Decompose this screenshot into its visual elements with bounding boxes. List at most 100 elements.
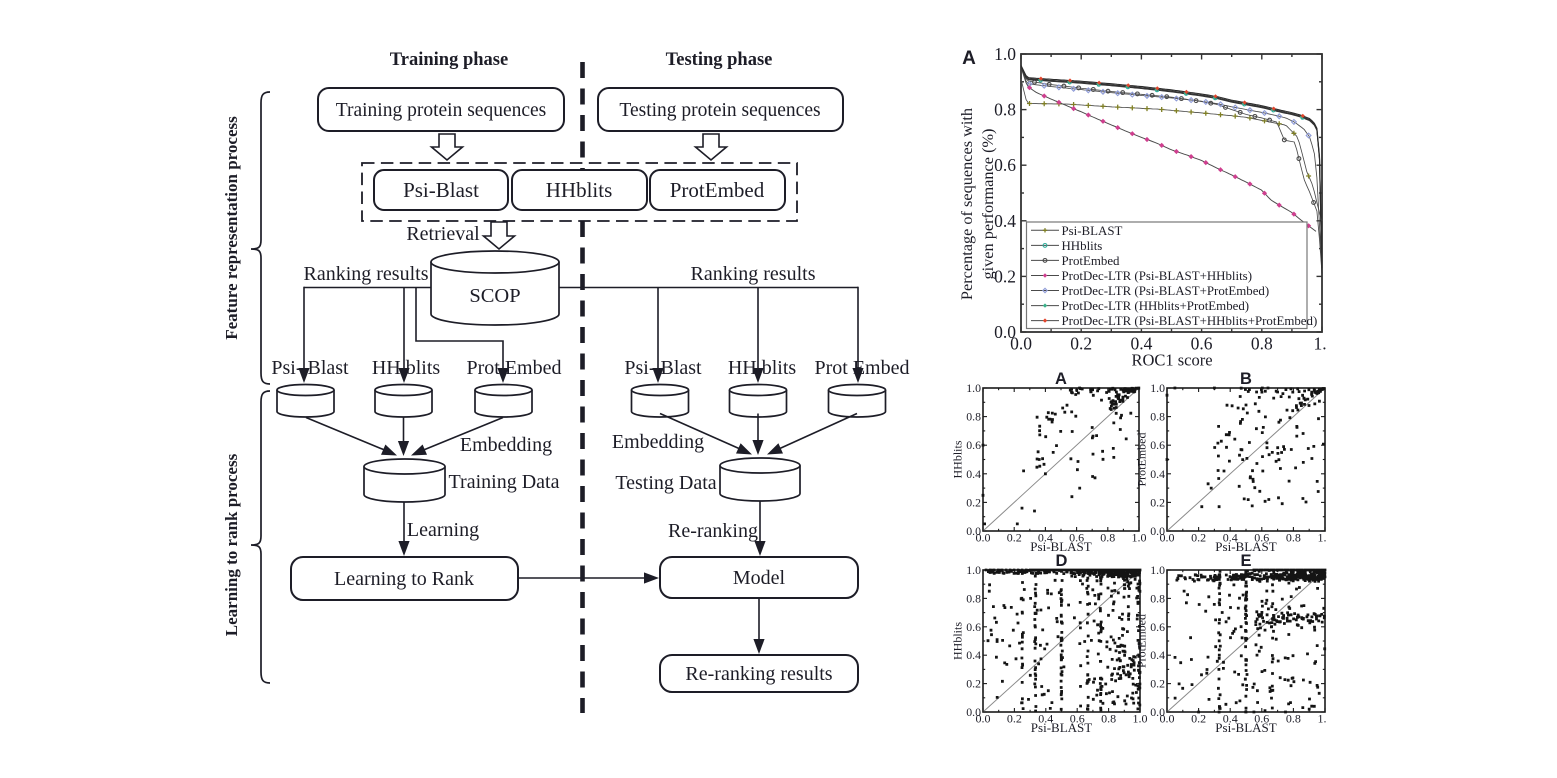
svg-text:0.2: 0.2 <box>1191 712 1206 726</box>
svg-text:1.: 1. <box>1318 712 1327 726</box>
svg-text:0.6: 0.6 <box>1254 531 1269 545</box>
svg-text:Psi-BLAST: Psi-BLAST <box>1215 720 1276 735</box>
svg-text:0.2: 0.2 <box>1191 531 1206 545</box>
svg-text:0.4: 0.4 <box>966 648 981 662</box>
svg-text:given performance (%): given performance (%) <box>978 129 997 280</box>
svg-text:0.4: 0.4 <box>1223 712 1238 726</box>
svg-text:0.2: 0.2 <box>1007 712 1022 726</box>
svg-text:1.0: 1.0 <box>1133 712 1148 726</box>
svg-text:0.0: 0.0 <box>1150 705 1165 719</box>
svg-text:0.0: 0.0 <box>1160 712 1175 726</box>
svg-text:Percentage of sequences with: Percentage of sequences with <box>957 108 976 300</box>
svg-text:0.6: 0.6 <box>1191 334 1213 354</box>
svg-text:0.0: 0.0 <box>976 712 991 726</box>
svg-text:HHblits: HHblits <box>951 440 965 478</box>
svg-text:Model: Model <box>733 567 786 589</box>
svg-text:0.4: 0.4 <box>1038 531 1053 545</box>
svg-text:Psi-BLAST: Psi-BLAST <box>1030 539 1091 554</box>
svg-text:Ranking results: Ranking results <box>691 263 816 285</box>
svg-text:Testing phase: Testing phase <box>666 50 773 70</box>
svg-text:0.8: 0.8 <box>966 410 981 424</box>
svg-text:0.8: 0.8 <box>1150 410 1165 424</box>
svg-text:Testing Data: Testing Data <box>615 472 716 494</box>
svg-text:0.4: 0.4 <box>1223 531 1238 545</box>
svg-text:0.2: 0.2 <box>994 266 1016 286</box>
svg-text:0.6: 0.6 <box>1070 712 1085 726</box>
svg-text:Ranking results: Ranking results <box>304 263 429 285</box>
svg-text:Psi- Blast: Psi- Blast <box>271 357 349 379</box>
svg-text:Psi-Blast: Psi-Blast <box>403 178 479 202</box>
svg-text:Re-ranking results: Re-ranking results <box>685 663 832 685</box>
svg-text:Psi- Blast: Psi- Blast <box>624 357 702 379</box>
svg-text:E: E <box>1240 552 1251 570</box>
svg-text:1.0: 1.0 <box>1132 531 1147 545</box>
svg-text:Re-ranking: Re-ranking <box>668 520 758 542</box>
svg-text:0.6: 0.6 <box>1069 531 1084 545</box>
svg-text:1.0: 1.0 <box>966 381 981 395</box>
svg-text:0.2: 0.2 <box>1007 531 1022 545</box>
svg-text:Retrieval: Retrieval <box>406 223 480 245</box>
svg-text:1.0: 1.0 <box>1150 381 1165 395</box>
svg-text:0.6: 0.6 <box>1150 620 1165 634</box>
svg-text:Training Data: Training Data <box>449 471 560 493</box>
svg-text:A: A <box>962 48 976 69</box>
svg-text:Testing protein sequences: Testing protein sequences <box>619 100 820 121</box>
svg-text:A: A <box>1055 370 1067 388</box>
svg-text:0.0: 0.0 <box>966 705 981 719</box>
svg-text:0.8: 0.8 <box>1286 531 1301 545</box>
svg-text:SCOP: SCOP <box>469 285 520 307</box>
svg-text:Training protein sequences: Training protein sequences <box>336 100 547 121</box>
svg-text:Learning to Rank: Learning to Rank <box>334 568 474 590</box>
svg-text:0.0: 0.0 <box>1150 524 1165 538</box>
svg-text:Embedding: Embedding <box>612 431 704 453</box>
svg-text:Feature representation process: Feature representation process <box>222 116 241 340</box>
svg-text:Psi-BLAST: Psi-BLAST <box>1031 720 1092 735</box>
svg-text:Training phase: Training phase <box>390 50 508 70</box>
svg-text:B: B <box>1240 370 1252 388</box>
svg-text:Embedding: Embedding <box>460 434 552 456</box>
svg-text:0.0: 0.0 <box>1160 531 1175 545</box>
svg-text:HHblits: HHblits <box>1062 239 1103 253</box>
svg-text:ROC1 score: ROC1 score <box>1131 351 1212 370</box>
svg-text:Learning to rank process: Learning to rank process <box>222 453 241 636</box>
svg-text:ProtEmbed: ProtEmbed <box>1062 254 1121 268</box>
svg-text:1.0: 1.0 <box>994 44 1016 64</box>
svg-text:1.0: 1.0 <box>966 563 981 577</box>
svg-text:0.6: 0.6 <box>1150 438 1165 452</box>
svg-text:0.8: 0.8 <box>1286 712 1301 726</box>
svg-text:0.0: 0.0 <box>994 322 1016 342</box>
svg-text:0.6: 0.6 <box>1254 712 1269 726</box>
svg-text:0.2: 0.2 <box>1070 334 1092 354</box>
svg-text:Prot Embed: Prot Embed <box>467 357 562 379</box>
svg-text:0.4: 0.4 <box>1130 334 1152 354</box>
svg-text:0.2: 0.2 <box>1150 677 1165 691</box>
svg-text:0.0: 0.0 <box>966 524 981 538</box>
svg-text:0.8: 0.8 <box>1101 712 1116 726</box>
svg-text:ProtDec-LTR (Psi-BLAST+ProtEmb: ProtDec-LTR (Psi-BLAST+ProtEmbed) <box>1062 284 1270 298</box>
svg-text:HH blits: HH blits <box>372 357 441 379</box>
svg-text:0.0: 0.0 <box>976 531 991 545</box>
svg-text:0.4: 0.4 <box>1150 467 1165 481</box>
svg-text:ProtDec-LTR (HHblits+ProtEmbed: ProtDec-LTR (HHblits+ProtEmbed) <box>1062 299 1250 313</box>
svg-text:Prot Embed: Prot Embed <box>815 357 910 379</box>
svg-text:0.6: 0.6 <box>994 155 1016 175</box>
svg-text:ProtEmbed: ProtEmbed <box>1135 614 1149 668</box>
svg-text:0.2: 0.2 <box>1150 495 1165 509</box>
svg-text:0.8: 0.8 <box>1251 334 1273 354</box>
svg-text:0.8: 0.8 <box>966 591 981 605</box>
svg-text:1.: 1. <box>1313 334 1326 354</box>
svg-text:0.4: 0.4 <box>1038 712 1053 726</box>
svg-text:0.2: 0.2 <box>966 677 981 691</box>
svg-text:0.4: 0.4 <box>1150 648 1165 662</box>
svg-text:1.: 1. <box>1318 531 1327 545</box>
svg-text:ProtEmbed: ProtEmbed <box>1135 433 1149 487</box>
svg-text:HHblits: HHblits <box>951 622 965 660</box>
svg-text:1.0: 1.0 <box>1150 563 1165 577</box>
svg-text:0.8: 0.8 <box>1150 591 1165 605</box>
svg-text:ProtEmbed: ProtEmbed <box>670 178 765 202</box>
svg-text:HH blits: HH blits <box>728 357 797 379</box>
svg-text:0.4: 0.4 <box>994 211 1016 231</box>
svg-text:0.0: 0.0 <box>1010 334 1032 354</box>
svg-text:Psi-BLAST: Psi-BLAST <box>1215 539 1276 554</box>
svg-text:ProtDec-LTR (Psi-BLAST+HHblits: ProtDec-LTR (Psi-BLAST+HHblits+ProtEmbed… <box>1062 314 1318 328</box>
